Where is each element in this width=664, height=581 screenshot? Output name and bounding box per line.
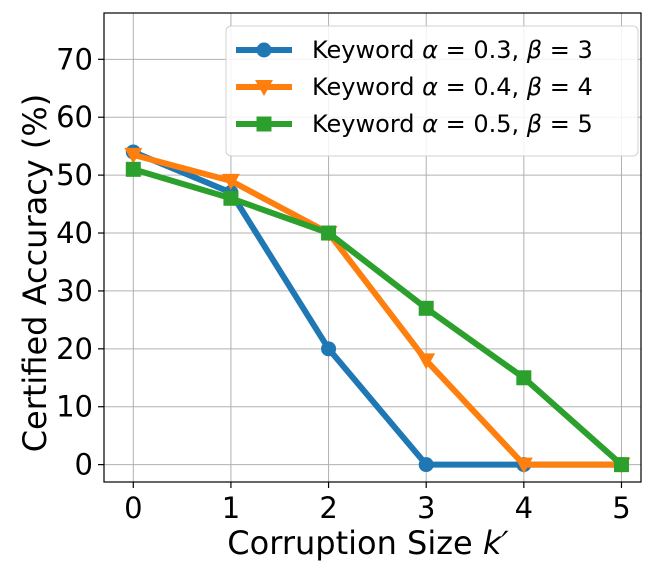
y-axis-title: Certified Accuracy (%)	[16, 94, 54, 453]
x-tick-label: 1	[222, 491, 240, 525]
legend-label-symbol: α	[422, 73, 438, 101]
legend-label-symbol: β	[526, 73, 542, 101]
data-point-square	[321, 225, 337, 241]
legend-marker-triangle-down	[255, 80, 273, 96]
legend-label-symbol: β	[526, 36, 542, 64]
x-tick-label: 3	[417, 491, 435, 525]
legend-entry-1: Keyword α = 0.3, β = 3	[236, 36, 593, 64]
data-point-triangle-down	[417, 353, 436, 370]
legend-label-text: Keyword	[312, 73, 422, 101]
legend-label: Keyword α = 0.3, β = 3	[312, 36, 593, 64]
legend-label-text: = 0.3,	[438, 36, 527, 64]
x-tick-label: 5	[612, 491, 630, 525]
series-1	[125, 144, 629, 473]
y-tick-label: 60	[56, 100, 93, 134]
plot-area-frame	[103, 12, 642, 483]
data-point-square	[223, 190, 239, 206]
series-layer	[124, 144, 631, 474]
legend-label: Keyword α = 0.5, β = 5	[312, 110, 593, 138]
legend-label-text: Keyword	[312, 110, 422, 138]
legend-entry-3: Keyword α = 0.5, β = 5	[236, 110, 593, 138]
y-tick-label: 10	[56, 390, 93, 424]
legend-label-text: = 3	[542, 36, 593, 64]
x-axis-title: Corruption Size k′	[227, 524, 509, 562]
legend-label-text: = 4	[542, 73, 593, 101]
y-tick-label: 0	[75, 448, 93, 482]
legend-label: Keyword α = 0.4, β = 4	[312, 73, 593, 101]
legend-label-symbol: α	[422, 110, 438, 138]
x-axis-title-variable: k′	[483, 524, 510, 562]
legend-label-text: Keyword	[312, 36, 422, 64]
data-point-triangle-down	[514, 457, 533, 474]
series-line	[130, 166, 625, 468]
series-3	[125, 161, 629, 473]
y-tick-label: 50	[56, 158, 93, 192]
y-tick-label: 40	[56, 216, 93, 250]
data-point-square	[125, 161, 141, 177]
data-point-triangle-down	[221, 173, 240, 190]
x-axis-title-main: Corruption Size	[227, 524, 483, 562]
x-tick-label: 4	[515, 491, 533, 525]
series-line	[130, 151, 625, 468]
legend-entry-2: Keyword α = 0.4, β = 4	[236, 73, 593, 101]
x-tick-label: 2	[319, 491, 337, 525]
y-tick-label: 70	[56, 42, 93, 76]
data-point-triangle-down	[124, 147, 143, 164]
data-point-circle	[418, 457, 434, 473]
legend-label-text: = 0.4,	[438, 73, 527, 101]
series-line	[130, 149, 625, 468]
y-tick-label: 30	[56, 274, 93, 308]
data-point-circle	[321, 341, 337, 357]
series-2	[124, 147, 631, 474]
data-point-square	[613, 457, 629, 473]
legend-label-symbol: β	[526, 110, 542, 138]
legend-marker-square	[256, 116, 272, 132]
data-point-square	[418, 300, 434, 316]
x-tick-label: 0	[124, 491, 142, 525]
data-point-square	[516, 370, 532, 386]
legend-marker-circle	[256, 42, 272, 58]
legend-label-text: = 5	[542, 110, 593, 138]
legend-label-symbol: α	[422, 36, 438, 64]
legend-label-text: = 0.5,	[438, 110, 527, 138]
legend-box	[225, 25, 639, 157]
y-tick-label: 20	[56, 332, 93, 366]
